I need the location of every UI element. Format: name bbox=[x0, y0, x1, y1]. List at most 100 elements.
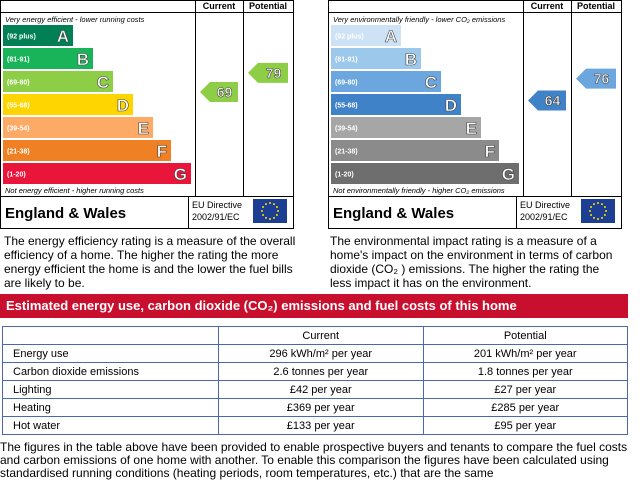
band-letter: F bbox=[157, 142, 167, 161]
flag-star bbox=[262, 214, 265, 216]
rating-band bbox=[331, 25, 401, 46]
flag-star bbox=[589, 210, 591, 212]
flag-star bbox=[597, 218, 599, 220]
flag-star bbox=[593, 203, 595, 206]
band-range: (39-54) bbox=[335, 126, 358, 133]
table-header bbox=[2, 326, 219, 345]
bottom-note: Not environmentally friendly - higher CO… bbox=[333, 186, 505, 195]
flag-star bbox=[605, 210, 607, 212]
flag-star bbox=[273, 203, 275, 206]
band-letter: D bbox=[445, 96, 457, 115]
band-letter: G bbox=[502, 165, 515, 184]
rating-band bbox=[3, 163, 191, 184]
table-row: Carbon dioxide emissions 2.6 tonnes per y… bbox=[2, 362, 628, 381]
flag-star bbox=[275, 214, 278, 216]
rating-value: 64 bbox=[545, 92, 561, 108]
table-row: Heating £369 per year £285 per year bbox=[2, 398, 628, 417]
directive: EU Directive bbox=[192, 200, 242, 210]
band-letter: B bbox=[77, 50, 89, 69]
rating-arrow bbox=[576, 68, 616, 89]
band-letter: B bbox=[405, 50, 417, 69]
rating-band bbox=[331, 140, 499, 161]
table-cell: 201 kWh/m² per year bbox=[422, 344, 628, 363]
flag-star bbox=[590, 206, 593, 208]
rating-band bbox=[3, 71, 113, 92]
table-cell: £27 per year bbox=[422, 380, 628, 399]
table-cell: Lighting bbox=[2, 380, 219, 399]
band-letter: C bbox=[425, 73, 437, 92]
table-cell: Hot water bbox=[2, 416, 219, 435]
band-range: (92 plus) bbox=[7, 34, 36, 41]
table-row: Current Potential bbox=[2, 326, 628, 345]
flag-star bbox=[273, 216, 275, 219]
column-header: Potential bbox=[249, 1, 287, 11]
band-range: (1-20) bbox=[7, 172, 26, 179]
rating-band bbox=[331, 163, 519, 184]
band-letter: E bbox=[138, 119, 149, 138]
rating-charts: Current Potential Very energy efficient - … bbox=[0, 0, 622, 229]
table-cell: Carbon dioxide emissions bbox=[2, 362, 219, 381]
flag-star bbox=[269, 202, 271, 204]
flag-star bbox=[277, 210, 279, 212]
rating-arrow bbox=[248, 62, 288, 83]
band-letter: D bbox=[117, 96, 129, 115]
band-letter: F bbox=[485, 142, 495, 161]
chart-frame bbox=[0, 0, 294, 229]
region: England & Wales bbox=[333, 205, 454, 222]
flag-star bbox=[597, 202, 599, 204]
rating-band bbox=[331, 71, 441, 92]
column-header: Current bbox=[203, 1, 236, 11]
table-row: Hot water £133 per year £95 per year bbox=[2, 416, 628, 435]
table-cell: £369 per year bbox=[218, 398, 424, 417]
top-note: Very energy efficient - lower running co… bbox=[5, 15, 145, 24]
flag-star bbox=[590, 214, 593, 216]
table-cell: Heating bbox=[2, 398, 219, 417]
table-header: Current bbox=[218, 326, 424, 345]
rating-arrow bbox=[528, 90, 566, 111]
section-title: Estimated energy use, carbon dioxide (CO… bbox=[0, 294, 628, 318]
rating-band bbox=[3, 140, 171, 161]
flag-star bbox=[261, 210, 263, 212]
table-row: Energy use 296 kWh/m² per year 201 kWh/m² … bbox=[2, 344, 628, 363]
flag-star bbox=[601, 216, 603, 219]
rating-value: 69 bbox=[217, 84, 233, 100]
band-letter: A bbox=[385, 27, 397, 46]
table-cell: 296 kWh/m² per year bbox=[218, 344, 424, 363]
band-range: (69-80) bbox=[7, 80, 30, 87]
band-letter: C bbox=[97, 73, 109, 92]
band-range: (81-91) bbox=[7, 57, 30, 64]
table-cell: £285 per year bbox=[422, 398, 628, 417]
rating-arrow bbox=[200, 82, 238, 102]
rating-band bbox=[3, 25, 73, 46]
band-letter: A bbox=[57, 27, 69, 46]
band-range: (21-38) bbox=[335, 149, 358, 156]
bottom-note: Not energy efficient - higher running co… bbox=[5, 186, 144, 195]
flag-star bbox=[593, 216, 595, 219]
top-note: Very environmentally friendly - lower CO… bbox=[333, 15, 505, 24]
chart-frame bbox=[328, 0, 622, 229]
table-header: Potential bbox=[422, 326, 628, 345]
flag-star bbox=[603, 214, 606, 216]
directive: 2002/91/EC bbox=[520, 212, 568, 222]
flag-star bbox=[601, 203, 603, 206]
band-range: (92 plus) bbox=[335, 34, 364, 41]
table-cell: 1.8 tonnes per year bbox=[422, 362, 628, 381]
column-header: Potential bbox=[577, 1, 615, 11]
flag-star bbox=[275, 206, 278, 208]
rating-value: 76 bbox=[594, 71, 610, 87]
flag-star bbox=[603, 206, 606, 208]
table-cell: £95 per year bbox=[422, 416, 628, 435]
directive: EU Directive bbox=[520, 200, 570, 210]
band-range: (69-80) bbox=[335, 80, 358, 87]
flag-star bbox=[265, 203, 267, 206]
rating-band bbox=[331, 117, 481, 138]
costs-table: Current Potential Energy use 296 kWh/m² per… bbox=[2, 326, 628, 435]
rating-band bbox=[3, 48, 93, 69]
band-letter: E bbox=[466, 119, 477, 138]
rating-band bbox=[3, 94, 133, 115]
rating-band bbox=[331, 48, 421, 69]
band-range: (21-38) bbox=[7, 149, 30, 156]
band-range: (81-91) bbox=[335, 57, 358, 64]
flag-star bbox=[262, 206, 265, 208]
